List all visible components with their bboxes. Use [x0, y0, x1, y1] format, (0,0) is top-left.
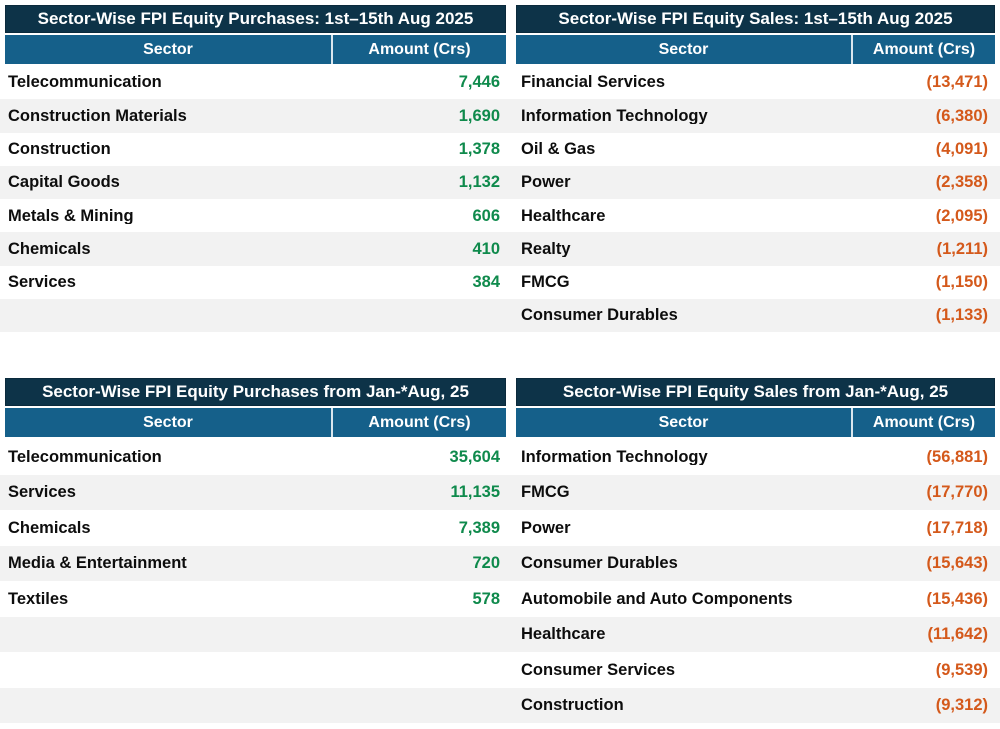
table-row: Metals & Mining 606 Healthcare (2,095) — [0, 199, 1000, 232]
sale-amount-cell: (15,643) — [926, 555, 988, 572]
sale-amount-cell: (1,150) — [935, 274, 988, 291]
sector-cell: FMCG — [521, 274, 570, 291]
sector-cell: Healthcare — [521, 626, 606, 643]
sector-cell: Information Technology — [521, 448, 708, 466]
sale-amount-cell: (9,539) — [935, 661, 988, 679]
column-header-sector: Sector — [516, 408, 853, 438]
sale-amount-cell: (1,133) — [935, 307, 988, 324]
column-header-row: Sector Amount (Crs) — [5, 35, 506, 64]
purchase-amount-cell: 35,604 — [449, 448, 500, 466]
sale-amount-cell: (13,471) — [926, 74, 988, 91]
table-row: Telecommunication 35,604 Information Techn… — [0, 439, 1000, 475]
column-header-amount: Amount (Crs) — [872, 414, 976, 432]
table-row: Chemicals 7,389 Power (17,718) — [0, 510, 1000, 546]
sector-cell: Power — [521, 174, 571, 191]
purchases-table-header: Sector-Wise FPI Equity Purchases: 1st–15… — [5, 5, 506, 64]
column-header-sector: Sector — [5, 408, 333, 438]
sale-amount-cell: (2,358) — [935, 174, 988, 191]
table-row: Consumer Durables (1,133) — [0, 299, 1000, 333]
table-row: Telecommunication 7,446 Financial Services… — [0, 66, 1000, 99]
sector-cell: Capital Goods — [8, 174, 120, 191]
purchase-amount-cell: 7,389 — [458, 519, 500, 537]
purchase-amount-cell: 410 — [472, 240, 500, 258]
column-header-sector: Sector — [5, 35, 333, 64]
sector-cell: Consumer Durables — [521, 307, 678, 324]
sale-amount-cell: (17,770) — [926, 484, 988, 501]
sector-cell: Automobile and Auto Components — [521, 590, 793, 608]
table-headers-row: Sector-Wise FPI Equity Purchases from Ja… — [5, 378, 995, 438]
table-row: Construction Materials 1,690 Information T… — [0, 99, 1000, 133]
table-row: Services 11,135 FMCG (17,770) — [0, 474, 1000, 511]
purchases-table-header: Sector-Wise FPI Equity Purchases from Ja… — [5, 378, 506, 438]
sector-cell: Chemicals — [8, 240, 91, 258]
sector-cell: Metals & Mining — [8, 207, 134, 225]
purchase-amount-cell: 1,132 — [458, 174, 500, 191]
table-row: Media & Entertainment 720 Consumer Durable… — [0, 545, 1000, 582]
sector-cell: Consumer Services — [521, 661, 676, 679]
aug-fortnight-tables-group: Sector-Wise FPI Equity Purchases: 1st–15… — [0, 5, 1000, 333]
sector-cell: FMCG — [521, 484, 570, 501]
column-header-row: Sector Amount (Crs) — [5, 408, 506, 438]
column-header-amount: Amount (Crs) — [872, 41, 976, 58]
table-row: Textiles 578 Automobile and Auto Component… — [0, 581, 1000, 617]
sector-cell: Chemicals — [8, 519, 91, 537]
sector-cell: Consumer Durables — [521, 555, 678, 572]
table-title: Sector-Wise FPI Equity Sales: 1st–15th A… — [516, 5, 995, 33]
purchase-amount-cell: 720 — [472, 555, 500, 572]
sector-cell: Realty — [521, 240, 571, 258]
table-row: Construction (9,312) — [0, 687, 1000, 724]
purchase-amount-cell: 1,378 — [458, 140, 500, 158]
table-row: Chemicals 410 Realty (1,211) — [0, 232, 1000, 266]
sector-cell: Financial Services — [521, 74, 665, 91]
purchase-amount-cell: 606 — [472, 207, 500, 225]
sector-cell: Textiles — [8, 590, 69, 608]
purchase-amount-cell: 578 — [472, 590, 500, 608]
sector-cell: Services — [8, 274, 76, 291]
sector-cell: Telecommunication — [8, 74, 162, 91]
sales-table-header: Sector-Wise FPI Equity Sales: 1st–15th A… — [516, 5, 995, 64]
sector-cell: Information Technology — [521, 107, 708, 125]
sale-amount-cell: (1,211) — [936, 240, 988, 258]
sector-cell: Construction — [521, 697, 624, 714]
sales-table-header: Sector-Wise FPI Equity Sales from Jan-*A… — [516, 378, 995, 438]
sector-cell: Construction Materials — [8, 107, 187, 125]
table-title: Sector-Wise FPI Equity Purchases: 1st–15… — [5, 5, 506, 33]
sale-amount-cell: (56,881) — [926, 448, 988, 466]
table-title: Sector-Wise FPI Equity Purchases from Ja… — [5, 378, 506, 407]
table-headers-row: Sector-Wise FPI Equity Purchases: 1st–15… — [5, 5, 995, 64]
sale-amount-cell: (6,380) — [935, 107, 988, 125]
purchase-amount-cell: 7,446 — [458, 74, 500, 91]
sector-cell: Construction — [8, 140, 111, 158]
sale-amount-cell: (15,436) — [926, 590, 988, 608]
column-header-sector: Sector — [516, 35, 853, 64]
purchase-amount-cell: 384 — [472, 274, 500, 291]
column-header-row: Sector Amount (Crs) — [516, 408, 995, 438]
sale-amount-cell: (2,095) — [935, 207, 988, 225]
table-row: Services 384 FMCG (1,150) — [0, 266, 1000, 299]
sale-amount-cell: (17,718) — [926, 519, 988, 537]
table-row: Construction 1,378 Oil & Gas (4,091) — [0, 133, 1000, 166]
table-title: Sector-Wise FPI Equity Sales from Jan-*A… — [516, 378, 995, 407]
purchase-amount-cell: 1,690 — [458, 107, 500, 125]
sector-cell: Services — [8, 484, 76, 501]
sale-amount-cell: (9,312) — [935, 697, 988, 714]
sector-cell: Oil & Gas — [521, 140, 596, 158]
table-body: Telecommunication 7,446 Financial Services… — [0, 66, 1000, 333]
sector-cell: Power — [521, 519, 571, 537]
sector-cell: Healthcare — [521, 207, 606, 225]
column-header-row: Sector Amount (Crs) — [516, 35, 995, 64]
sector-cell: Media & Entertainment — [8, 555, 187, 572]
column-header-amount: Amount (Crs) — [368, 414, 471, 432]
table-body: Telecommunication 35,604 Information Techn… — [0, 439, 1000, 724]
sale-amount-cell: (11,642) — [927, 626, 988, 643]
sector-cell: Telecommunication — [8, 448, 162, 466]
sale-amount-cell: (4,091) — [935, 140, 988, 158]
table-row: Healthcare (11,642) — [0, 616, 1000, 653]
table-row: Capital Goods 1,132 Power (2,358) — [0, 165, 1000, 200]
ytd-tables-group: Sector-Wise FPI Equity Purchases from Ja… — [0, 378, 1000, 724]
column-header-amount: Amount (Crs) — [368, 41, 471, 58]
purchase-amount-cell: 11,135 — [450, 484, 500, 501]
table-row: Consumer Services (9,539) — [0, 652, 1000, 688]
